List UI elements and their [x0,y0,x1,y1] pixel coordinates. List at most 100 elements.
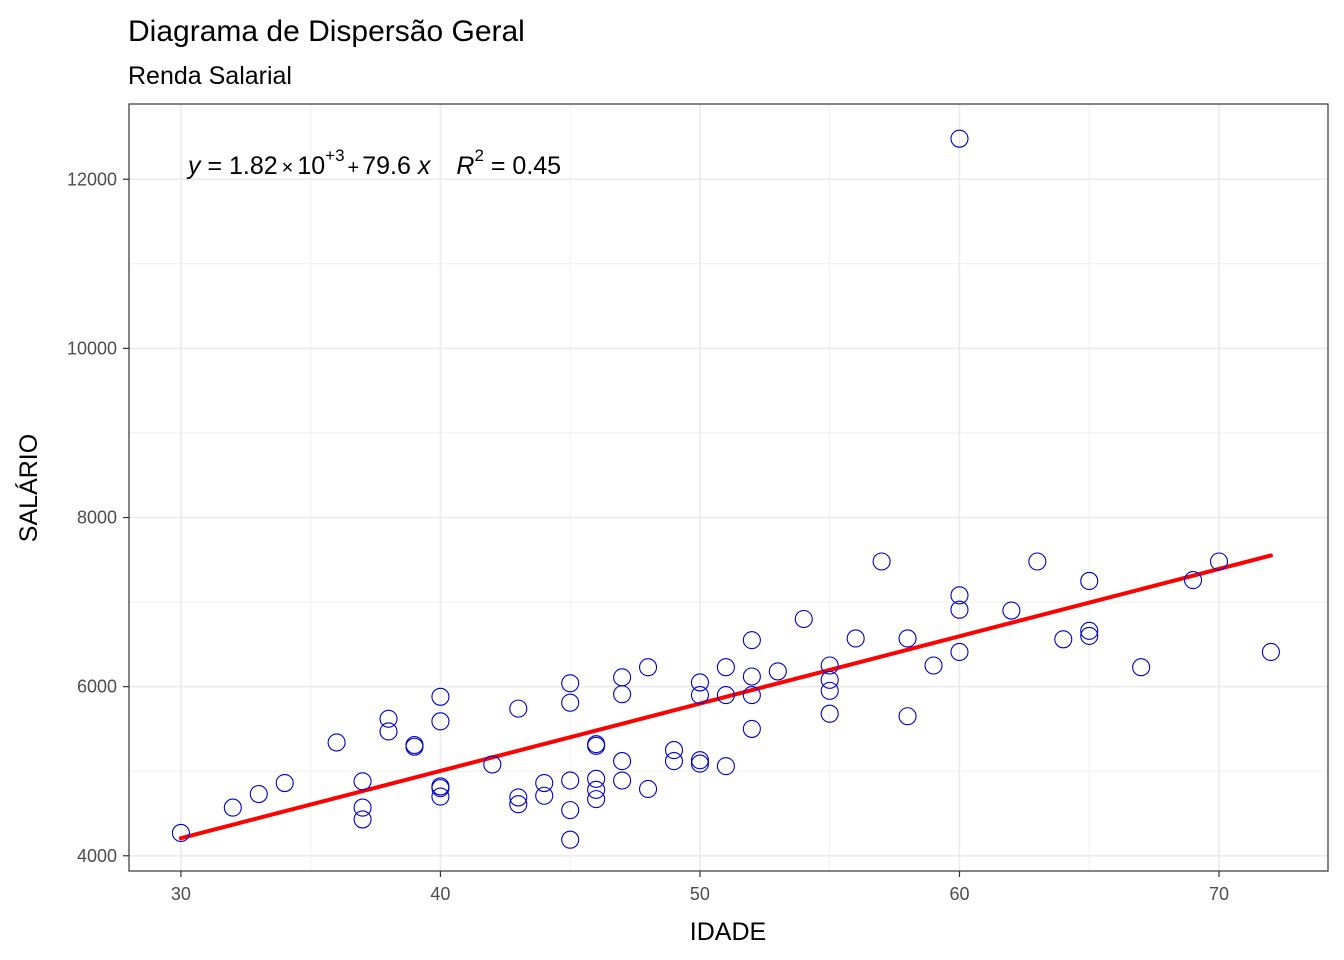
data-point [742,686,761,705]
data-point [690,751,710,770]
x-tick-label: 70 [1209,884,1229,904]
data-point [820,681,839,700]
x-axis-ticks: 30 40 50 60 70 [171,871,1229,904]
x-tick-label: 40 [430,884,450,904]
y-tick-label: 12000 [67,169,117,189]
data-point [950,600,969,619]
data-point [509,795,528,814]
data-point [613,752,632,771]
data-point [742,667,761,686]
data-point [353,810,372,829]
data-point [275,774,294,793]
data-point [794,609,813,629]
data-point [1054,630,1073,649]
data-point [431,779,450,798]
data-point [690,673,710,692]
data-point [561,830,580,849]
eq-times: × [282,157,294,179]
x-tick-label: 50 [690,884,710,904]
data-point [716,757,735,776]
data-point [249,784,268,804]
data-point [613,685,632,704]
x-axis-title: IDADE [690,918,766,946]
data-point [535,774,554,793]
major-gridlines [129,104,1328,871]
data-point [379,709,398,728]
y-axis-ticks: 4000 6000 8000 10000 12000 [67,169,129,866]
data-point [535,786,554,805]
data-point [353,798,372,817]
data-point [379,722,398,741]
eq-r: R [456,152,474,180]
data-point [1209,552,1229,571]
data-points [171,129,1280,849]
eq-exponent: +3 [325,146,344,165]
data-point [638,779,658,799]
data-point [587,780,606,799]
x-tick-label: 60 [949,884,969,904]
data-point [561,771,580,790]
data-point [716,686,735,705]
y-axis-title: SALÁRIO [14,434,43,542]
data-point [561,693,580,712]
eq-ten: 10 [297,152,325,180]
data-point [1028,552,1047,571]
data-point [690,686,710,705]
chart-subtitle: Renda Salarial [128,62,292,90]
data-point [664,741,684,760]
data-point [1261,642,1280,662]
y-tick-label: 10000 [67,338,117,358]
eq-x: x [417,152,432,180]
x-tick-label: 30 [171,884,191,904]
data-point [924,656,943,675]
data-point [846,629,865,648]
data-point [664,752,684,771]
data-point [405,737,424,756]
eq-intercept: = 1.82 [201,152,278,180]
y-tick-label: 6000 [77,677,117,697]
regression-equation: y = 1.82 × 10+3+ 79.6 x R2 = 0.45 [186,146,561,180]
data-point [898,707,917,726]
data-point [820,670,839,689]
minor-gridlines [129,104,1328,871]
data-point [872,552,891,571]
data-point [768,662,787,681]
data-point [820,704,839,723]
data-point [171,823,190,842]
data-point [587,735,606,754]
data-point [716,658,735,677]
data-point [1183,571,1203,590]
data-point [483,755,502,774]
eq-r2: = 0.45 [484,152,561,180]
eq-plus: + [348,157,360,179]
eq-y: y [186,152,202,180]
data-point [613,771,632,790]
y-tick-label: 4000 [77,846,117,866]
data-point [509,788,528,807]
eq-slope: 79.6 [362,152,411,180]
data-point [561,801,580,820]
data-point [820,656,839,675]
data-point [1080,621,1099,640]
data-point [431,687,450,706]
plot-panel [128,103,1329,872]
data-point [742,631,761,650]
data-point [1080,626,1099,645]
data-point [561,674,580,693]
data-point [638,658,658,677]
data-point [353,772,372,791]
data-point [950,586,969,605]
eq-r-exponent: 2 [474,146,483,165]
data-point [587,790,606,809]
panel-background [129,104,1328,871]
data-point [223,798,242,817]
regression-line [178,553,1273,841]
data-point [431,712,450,731]
data-point [431,787,450,806]
data-point [742,719,761,738]
y-tick-label: 8000 [77,508,117,528]
data-point [1080,571,1099,590]
data-point [509,699,528,718]
data-point [950,642,969,662]
